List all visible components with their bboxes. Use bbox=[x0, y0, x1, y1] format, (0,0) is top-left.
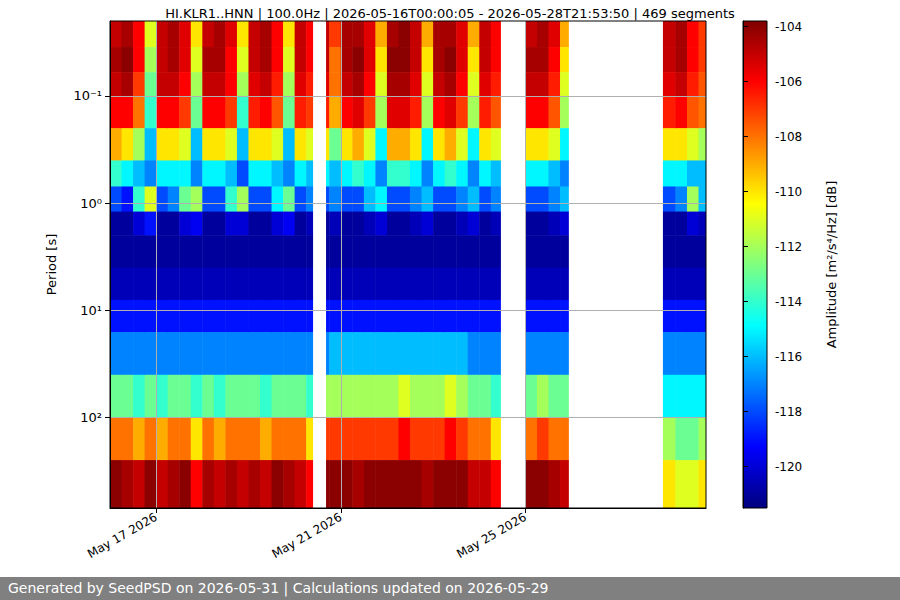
svg-text:HI.KLR1..HNN | 100.0Hz | 2026-: HI.KLR1..HNN | 100.0Hz | 2026-05-16T00:0… bbox=[165, 6, 735, 21]
svg-text:-120: -120 bbox=[775, 460, 802, 474]
svg-text:10¹: 10¹ bbox=[80, 303, 102, 318]
svg-text:May 21 2026: May 21 2026 bbox=[270, 510, 345, 561]
svg-text:-106: -106 bbox=[775, 75, 802, 89]
svg-text:-118: -118 bbox=[775, 405, 802, 419]
svg-text:-116: -116 bbox=[775, 350, 802, 364]
svg-text:10²: 10² bbox=[80, 410, 102, 425]
svg-text:-112: -112 bbox=[775, 240, 802, 254]
svg-text:Generated by SeedPSD on 2026-0: Generated by SeedPSD on 2026-05-31 | Cal… bbox=[8, 580, 549, 597]
svg-text:10⁰: 10⁰ bbox=[80, 196, 102, 211]
svg-text:-114: -114 bbox=[775, 295, 802, 309]
svg-text:May 17 2026: May 17 2026 bbox=[85, 510, 160, 561]
svg-text:-110: -110 bbox=[775, 185, 802, 199]
svg-text:Period [s]: Period [s] bbox=[44, 234, 59, 296]
svg-text:Amplitude [m²/s⁴/Hz] [dB]: Amplitude [m²/s⁴/Hz] [dB] bbox=[824, 181, 839, 349]
svg-text:10⁻¹: 10⁻¹ bbox=[73, 88, 102, 103]
svg-text:May 25 2026: May 25 2026 bbox=[454, 510, 529, 561]
svg-text:-104: -104 bbox=[775, 20, 802, 34]
svg-text:-108: -108 bbox=[775, 130, 802, 144]
